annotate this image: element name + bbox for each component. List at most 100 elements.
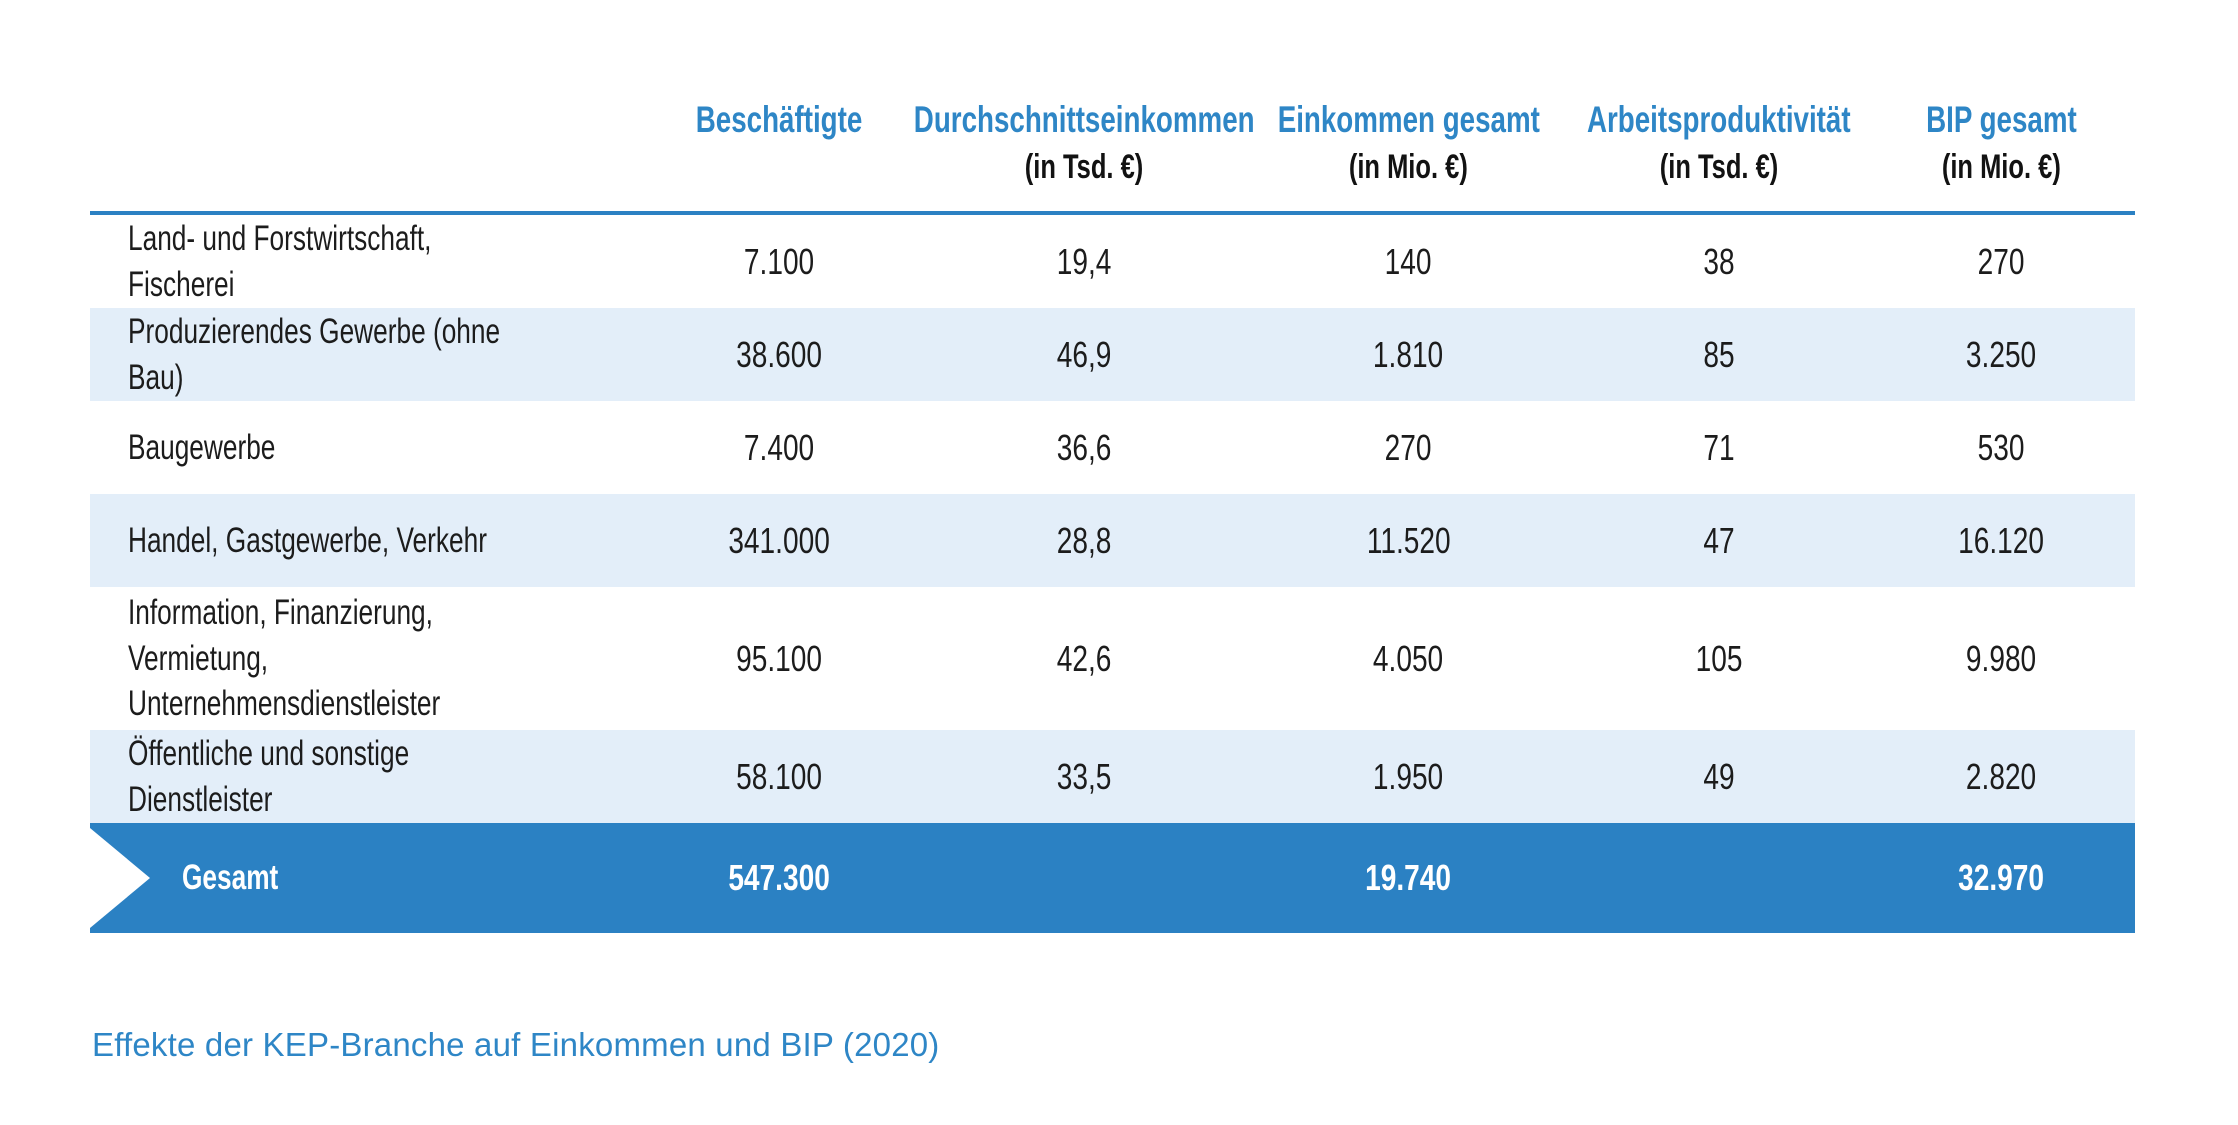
header-cell-durchschnittseinkommen: Durchschnittseinkommen (in Tsd. €)	[914, 99, 1255, 186]
cell-value: 58.100	[637, 730, 922, 823]
cell-value: 19,4	[922, 215, 1246, 308]
value: 2.820	[1965, 755, 2037, 797]
cell-value: 270	[1867, 215, 2135, 308]
value: 7.100	[744, 240, 815, 282]
header-cell-beschaeftigte: Beschäftigte	[637, 99, 922, 138]
row-label: Produzierendes Gewerbe (ohne Bau)	[128, 312, 501, 397]
table: Beschäftigte Durchschnittseinkommen (in …	[90, 99, 2135, 933]
cell-value: 9.980	[1867, 587, 2135, 730]
cell-value: 530	[1867, 401, 2135, 494]
header-cell-bip-gesamt: BIP gesamt (in Mio. €)	[1867, 99, 2135, 184]
header-row: Beschäftigte Durchschnittseinkommen (in …	[90, 99, 2135, 215]
row-label-cell: Öffentliche und sonstige Dienstleister	[90, 730, 637, 823]
cell-value: 49	[1571, 730, 1867, 823]
cell-value: 46,9	[922, 308, 1246, 401]
value: 95.100	[736, 637, 823, 679]
cell-value: 38	[1571, 215, 1867, 308]
value: 270	[1385, 426, 1432, 468]
column-title: Durchschnittseinkommen	[913, 99, 1255, 140]
row-label: Handel, Gastgewerbe, Verkehr	[128, 520, 487, 560]
value: 4.050	[1373, 637, 1444, 679]
total-value: 32.970	[1958, 857, 2044, 898]
cell-value	[1571, 823, 1867, 933]
cell-value: 19.740	[1246, 823, 1571, 933]
column-unit: (in Tsd. €)	[1024, 148, 1144, 186]
cell-value: 105	[1571, 587, 1867, 730]
value: 58.100	[736, 755, 823, 797]
row-label-cell: Land- und Forstwirtschaft, Fischerei	[90, 215, 637, 308]
total-value: 547.300	[728, 857, 831, 898]
cell-value: 28,8	[922, 494, 1246, 587]
row-label: Information, Finanzierung, Vermietung, U…	[128, 593, 441, 724]
value: 47	[1703, 519, 1735, 561]
row-label-cell: Handel, Gastgewerbe, Verkehr	[90, 494, 637, 587]
cell-value: 140	[1246, 215, 1571, 308]
row-label: Land- und Forstwirtschaft, Fischerei	[128, 219, 432, 304]
row-label-cell: Produzierendes Gewerbe (ohne Bau)	[90, 308, 637, 401]
cell-value: 270	[1246, 401, 1571, 494]
row-label-cell: Information, Finanzierung, Vermietung, U…	[90, 587, 637, 730]
total-value: 19.740	[1365, 857, 1452, 898]
cell-value: 36,6	[922, 401, 1246, 494]
cell-value: 1.950	[1246, 730, 1571, 823]
value: 530	[1977, 426, 2025, 468]
table-row: Land- und Forstwirtschaft, Fischerei 7.1…	[90, 215, 2135, 308]
cell-value: 11.520	[1246, 494, 1571, 587]
column-title: Beschäftigte	[696, 99, 863, 140]
cell-value: 547.300	[637, 823, 922, 933]
table-row: Baugewerbe 7.400 36,6 270 71 530	[90, 401, 2135, 494]
value: 3.250	[1965, 333, 2037, 375]
value: 71	[1703, 426, 1735, 468]
cell-value: 38.600	[637, 308, 922, 401]
column-title: BIP gesamt	[1925, 99, 2077, 140]
header-cell-empty	[90, 99, 637, 101]
value: 7.400	[744, 426, 815, 468]
cell-value: 85	[1571, 308, 1867, 401]
value: 140	[1385, 240, 1432, 282]
column-title: Einkommen gesamt	[1277, 99, 1540, 140]
value: 36,6	[1056, 426, 1112, 468]
total-label-cell: Gesamt	[90, 823, 637, 933]
table-row: Information, Finanzierung, Vermietung, U…	[90, 587, 2135, 730]
value: 9.980	[1965, 637, 2037, 679]
cell-value: 47	[1571, 494, 1867, 587]
cell-value: 33,5	[922, 730, 1246, 823]
value: 46,9	[1056, 333, 1112, 375]
cell-value: 32.970	[1867, 823, 2135, 933]
row-label-cell: Baugewerbe	[90, 401, 637, 494]
table-caption: Effekte der KEP-Branche auf Einkommen un…	[92, 1026, 940, 1063]
total-row: Gesamt 547.300 19.740 32.970	[90, 823, 2135, 933]
cell-value: 95.100	[637, 587, 922, 730]
header-cell-einkommen-gesamt: Einkommen gesamt (in Mio. €)	[1246, 99, 1571, 184]
value: 1.810	[1373, 333, 1444, 375]
header-cell-arbeitsproduktivitaet: Arbeitsproduktivität (in Tsd. €)	[1571, 99, 1867, 184]
value: 341.000	[728, 519, 831, 561]
value: 11.520	[1366, 519, 1451, 561]
cell-value: 71	[1571, 401, 1867, 494]
value: 16.120	[1958, 519, 2044, 561]
table-row: Handel, Gastgewerbe, Verkehr 341.000 28,…	[90, 494, 2135, 587]
cell-value: 7.400	[637, 401, 922, 494]
cell-value	[922, 823, 1246, 933]
cell-value: 42,6	[922, 587, 1246, 730]
table-row: Öffentliche und sonstige Dienstleister 5…	[90, 730, 2135, 823]
column-unit: (in Mio. €)	[1941, 148, 2061, 186]
cell-value: 7.100	[637, 215, 922, 308]
value: 28,8	[1056, 519, 1112, 561]
value: 19,4	[1056, 240, 1112, 282]
value: 49	[1703, 755, 1735, 797]
row-label: Baugewerbe	[128, 427, 276, 467]
cell-value: 3.250	[1867, 308, 2135, 401]
value: 33,5	[1056, 755, 1112, 797]
value: 1.950	[1373, 755, 1444, 797]
value: 85	[1703, 333, 1735, 375]
cell-value: 341.000	[637, 494, 922, 587]
cell-value: 2.820	[1867, 730, 2135, 823]
value: 38.600	[736, 333, 823, 375]
cell-value: 1.810	[1246, 308, 1571, 401]
table-row: Produzierendes Gewerbe (ohne Bau) 38.600…	[90, 308, 2135, 401]
value: 105	[1695, 637, 1743, 679]
value: 38	[1703, 240, 1735, 282]
column-title: Arbeitsproduktivität	[1587, 99, 1851, 140]
